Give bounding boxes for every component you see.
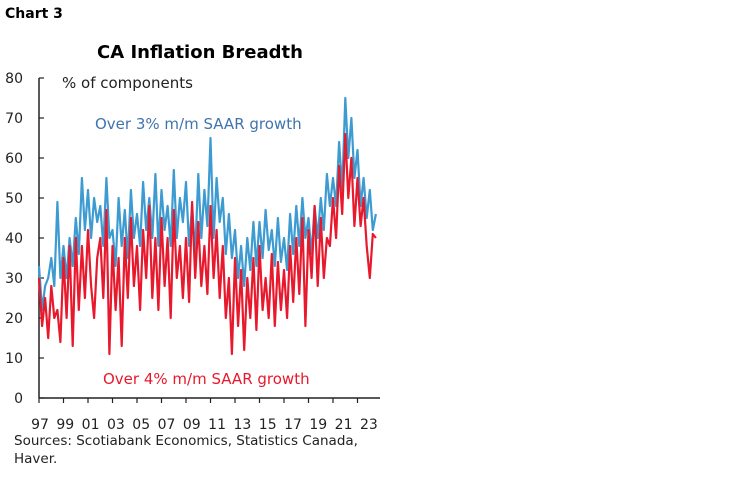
y-tick-label: 0 (14, 391, 23, 407)
y-tick-label: 10 (5, 351, 23, 367)
series-label-over-3: Over 3% m/m SAAR growth (95, 115, 302, 133)
x-tick-label: 15 (259, 417, 277, 433)
x-tick-label: 01 (82, 417, 100, 433)
x-tick-label: 99 (56, 417, 74, 433)
x-tick-label: 17 (284, 417, 302, 433)
y-tick-label: 70 (5, 111, 23, 127)
y-tick-label: 20 (5, 311, 23, 327)
x-tick-label: 11 (208, 417, 226, 433)
x-tick-label: 03 (107, 417, 125, 433)
y-tick-label: 60 (5, 151, 23, 167)
chart-number-label: Chart 3 (5, 6, 63, 22)
x-tick-label: 13 (233, 417, 251, 433)
series-label-over-4: Over 4% m/m SAAR growth (103, 370, 310, 388)
series-line-over-4 (37, 132, 377, 356)
y-tick-label: 30 (5, 271, 23, 287)
x-tick-label: 21 (335, 417, 353, 433)
x-tick-label: 07 (158, 417, 176, 433)
series-line-over-3 (37, 96, 377, 312)
chart-title: CA Inflation Breadth (97, 42, 303, 63)
x-tick-label: 05 (132, 417, 150, 433)
y-axis-label: % of components (62, 74, 193, 92)
y-tick-label: 40 (5, 231, 23, 247)
x-tick-label: 97 (31, 417, 49, 433)
y-tick-label: 80 (5, 71, 23, 87)
x-tick-label: 19 (309, 417, 327, 433)
sources-note: Sources: Scotiabank Economics, Statistic… (14, 433, 358, 467)
x-tick-label: 23 (360, 417, 378, 433)
x-tick-label: 09 (183, 417, 201, 433)
y-tick-label: 50 (5, 191, 23, 207)
